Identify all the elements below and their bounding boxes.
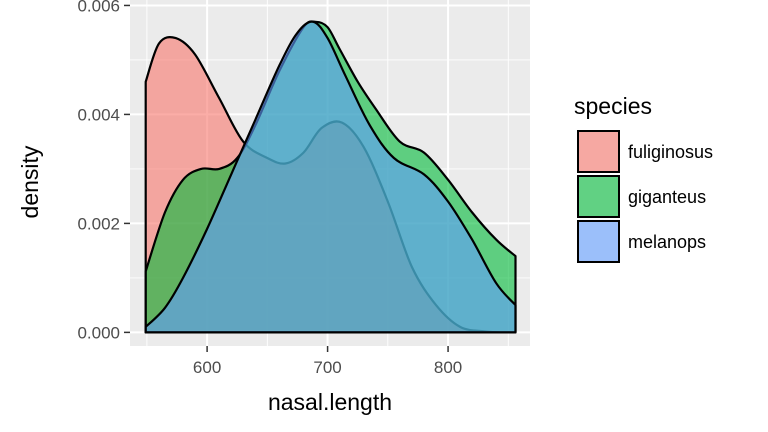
- density-areas: [144, 20, 517, 334]
- x-tick-label: 700: [313, 358, 341, 377]
- y-tick-label: 0.004: [77, 105, 120, 124]
- legend-label-giganteus: giganteus: [628, 187, 706, 207]
- x-tick-label: 800: [434, 358, 462, 377]
- y-tick-label: 0.000: [77, 323, 120, 342]
- y-axis-title: density: [17, 145, 43, 218]
- y-tick-label: 0.002: [77, 214, 120, 233]
- y-axis: 0.000 0.002 0.004 0.006: [77, 0, 130, 342]
- y-tick-label: 0.006: [77, 0, 120, 15]
- legend-key-giganteus: [577, 175, 620, 218]
- legend-label-melanops: melanops: [628, 232, 706, 252]
- x-axis: 600 700 800: [193, 346, 462, 377]
- x-tick-label: 600: [193, 358, 221, 377]
- x-axis-title: nasal.length: [268, 389, 392, 415]
- legend-key-fuliginosus: [577, 130, 620, 173]
- legend: species fuliginosus giganteus melanops: [574, 93, 713, 263]
- density-area-melanops: [144, 20, 517, 334]
- legend-title: species: [574, 93, 652, 119]
- legend-label-fuliginosus: fuliginosus: [628, 142, 713, 162]
- legend-key-melanops: [577, 220, 620, 263]
